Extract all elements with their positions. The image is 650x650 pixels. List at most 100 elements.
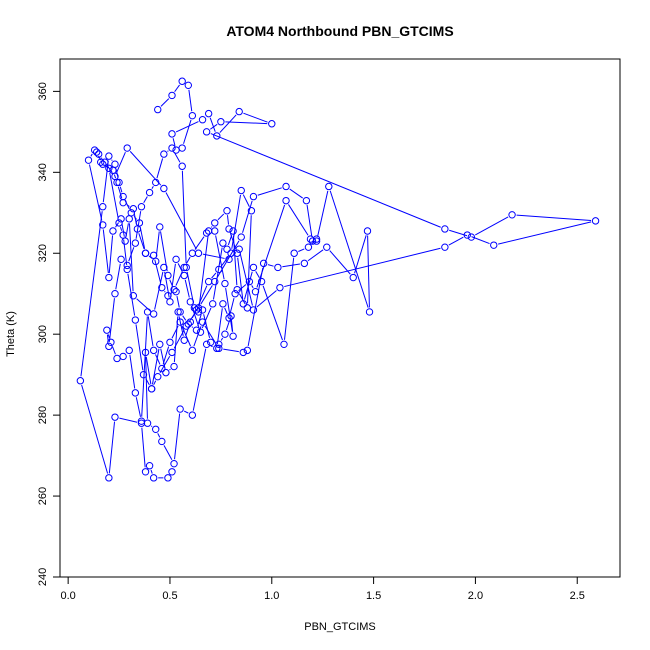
data-point [129,205,138,213]
x-axis: 0.0 0.5 1.0 1.5 2.0 2.5 [60,576,585,602]
series-line-segment [143,196,148,204]
series-line-segment [210,226,213,228]
data-point [259,259,268,268]
data-point [107,338,115,346]
data-point [239,300,247,308]
series-line-segment [107,334,110,339]
data-point [147,385,156,393]
data-point [170,459,178,468]
series-line-segment [220,337,224,341]
data-point [174,308,182,316]
series-line-segment [200,285,213,305]
data-point [111,413,119,421]
series-line-segment [225,121,268,125]
data-point [215,340,223,349]
data-point [154,372,162,381]
data-point [233,249,241,257]
series-line-segment [156,158,164,179]
data-point [154,105,162,114]
series-line-segment [115,263,121,290]
data-point [119,192,127,201]
data-point [215,344,223,353]
series-line-segment [219,114,237,133]
data-point [184,320,192,328]
data-point [158,364,166,373]
data-point [168,144,176,152]
series-line-segment [448,236,464,246]
series-line-segment [209,123,218,130]
data-point [158,283,166,292]
data-point [221,330,229,338]
data-point [202,128,211,136]
series-line-segment [224,307,228,315]
series-line-segment [229,297,235,314]
series-line-segment [192,348,207,411]
series-line-segment [101,157,103,159]
series-line-segment [203,314,211,339]
series-line-segment [151,348,160,385]
series-line-segment [129,151,162,186]
data-point [257,277,266,286]
data-point [111,160,119,168]
series-line-segment [88,164,103,221]
series-line-segment [251,285,254,289]
data-point [215,265,223,274]
data-point [143,419,152,427]
data-point [239,348,247,357]
series-line-segment [150,469,153,474]
data-point [168,91,176,100]
series-line-segment [498,221,592,245]
data-point [225,225,233,233]
series-line-segment [186,271,195,304]
data-point [176,308,184,316]
data-point [176,318,184,326]
data-point [115,178,123,187]
data-point [196,328,205,336]
data-point [129,292,138,300]
data-point [119,231,127,239]
data-point [145,188,154,197]
data-point [99,160,107,168]
data-point [99,203,107,211]
data-point [168,348,176,357]
data-point [166,298,174,306]
series-line-segment [317,190,329,237]
data-point [202,340,211,349]
data-point [312,235,321,243]
data-point [164,271,172,280]
series-line-segment [221,256,229,267]
series-line-segment [128,223,134,292]
series-line-segment [186,256,191,264]
series-line-segment [216,308,223,344]
data-point [184,81,192,90]
series-line-segment [162,346,170,365]
data-point [182,263,190,272]
data-point [188,411,197,419]
data-point [105,164,113,172]
data-point [178,77,186,85]
series-line-segment [188,89,193,112]
series-line-segment [127,273,136,316]
data-point [188,346,197,355]
data-point [235,245,243,253]
data-point [490,241,498,249]
data-point [247,207,256,215]
data-point [202,229,211,237]
data-point [92,148,101,156]
data-point [164,474,172,482]
data-point [211,277,219,286]
data-point [192,326,201,334]
series-line-segment [119,186,123,193]
data-point [349,273,357,282]
data-point [105,474,113,482]
data-point [152,257,160,266]
series-line-segment [262,285,283,341]
data-point [156,340,164,349]
data-point [99,221,107,229]
data-point [117,215,125,223]
data-point [97,158,105,166]
data-point [213,132,221,140]
series-line-segment [282,263,300,268]
data-point [441,225,449,233]
series-line-segment [169,279,173,286]
